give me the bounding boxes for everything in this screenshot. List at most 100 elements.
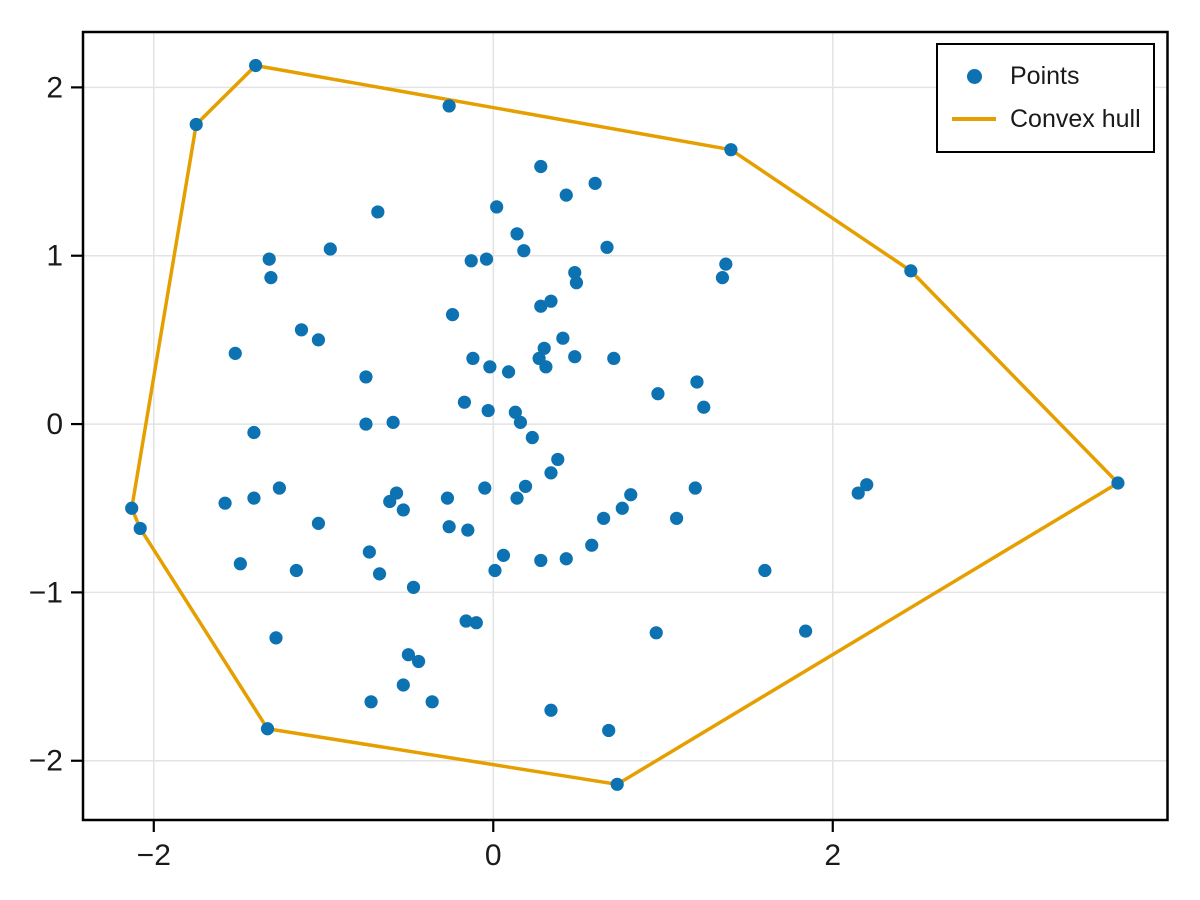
scatter-point [364,695,378,709]
scatter-point [544,294,558,308]
scatter-point [719,257,733,271]
legend-label-convex-hull: Convex hull [1010,104,1141,133]
points-marker-icon [966,69,982,85]
scatter-point [610,777,624,791]
legend-box: Points Convex hull [936,43,1155,153]
scatter-point [490,200,504,214]
scatter-point [461,523,475,537]
scatter-point [1111,476,1125,490]
scatter-point [588,176,602,190]
scatter-point [264,271,278,285]
scatter-point [518,479,533,493]
scatter-point [544,703,558,717]
scatter-point [359,417,373,431]
scatter-point [569,276,584,290]
scatter-point [488,563,502,578]
scatter-point [517,244,531,258]
convex-hull-line [129,63,1120,787]
y-tick-label: −2 [29,745,63,778]
scatter-point [269,631,283,645]
scatter-point [479,252,494,266]
scatter-point [125,501,139,515]
scatter-point [534,159,548,174]
scatter-point [724,143,738,157]
scatter-point [690,375,704,389]
scatter-point [457,395,472,409]
scatter-point [411,654,426,669]
scatter-point [697,400,711,414]
scatter-point [758,563,772,578]
scatter-point [260,722,275,736]
legend-label-points: Points [1010,62,1080,91]
scatter-point [615,501,629,515]
scatter-point [496,548,511,562]
scatter-point [233,557,247,571]
scatter-point [383,494,397,509]
scatter-point [425,695,439,709]
scatter-point [249,58,263,73]
scatter-point [537,341,551,355]
scatter-point [651,387,665,401]
scatter-point [396,503,410,517]
scatter-point [442,99,456,113]
scatter-point [362,545,376,559]
scatter-point [568,350,582,364]
scatter-point [478,481,492,495]
scatter-point [649,626,663,640]
scatter-point [597,511,611,525]
y-tick-label: −1 [29,576,63,609]
scatter-point [445,308,460,322]
scatter-point [189,117,203,132]
scatter-point [513,415,528,429]
y-tick-label: 0 [46,408,63,441]
scatter-point [510,227,524,241]
scatter-point [442,520,456,534]
legend-marker-box [952,69,996,85]
plot-frame [81,30,1169,822]
scatter-point [556,331,570,345]
scatter-point [534,299,548,313]
scatter-point [294,323,309,337]
scatter-point [401,648,416,662]
scatter-point [501,365,516,379]
legend-marker-box [952,117,996,121]
scatter-point [544,466,558,480]
scatter-point [466,351,480,366]
scatter-point [228,346,242,360]
x-tick-label: 2 [824,839,841,872]
scatter-point [559,188,573,202]
scatter-point [904,264,918,278]
scatter-point [539,360,553,374]
hull-line-icon [952,117,996,121]
scatter-point [464,254,478,268]
scatter-point [481,403,495,418]
scatter-point [323,242,337,256]
scatter-point [311,516,326,530]
scatter-point [568,265,582,280]
scatter-point [459,614,473,628]
scatter-point [396,678,410,692]
scatter-point [508,405,522,419]
scatter-point [440,491,455,505]
scatter-point [534,553,548,568]
scatter-point [525,430,539,445]
scatter-point [371,205,385,219]
scatter-point [860,478,874,492]
scatter-point [585,538,599,552]
legend-item-points: Points [952,62,1143,91]
scatter-point [372,567,387,581]
scatter-point [133,521,147,536]
scatter-point [289,563,303,578]
scatter-point [600,240,614,254]
scatter-point [551,452,565,467]
scatter-points [125,58,1125,791]
scatter-point [483,360,497,374]
scatter-point [247,491,261,505]
scatter-point [624,488,638,502]
scatter-point [510,491,524,505]
scatter-point [688,481,702,495]
y-tick-label: 1 [46,240,63,273]
y-tick-label: 2 [46,71,63,104]
